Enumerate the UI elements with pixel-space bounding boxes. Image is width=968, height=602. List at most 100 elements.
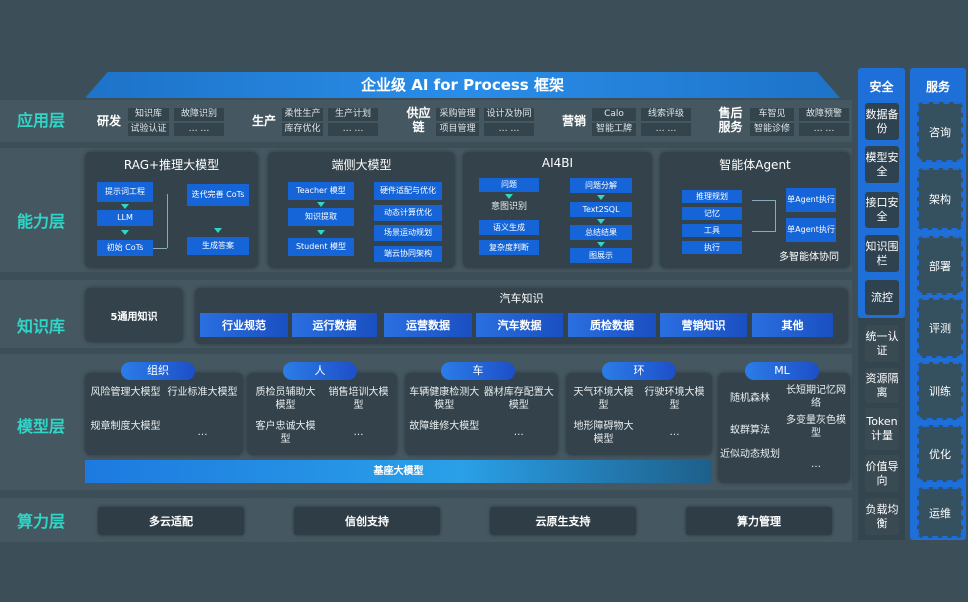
rag-item: 初始 CoTs [97, 240, 153, 256]
ai4bi-item: 问题分解 [570, 178, 632, 193]
category-pill: 组织 [121, 362, 195, 380]
app-group-label: 研发 [96, 114, 121, 128]
rag-item: 迭代完善 CoTs [187, 184, 249, 206]
model-category-box [405, 373, 558, 455]
arrow-down-icon [505, 194, 513, 199]
app-chip: 柔性生产 [282, 108, 323, 121]
edge-title: 端侧大模型 [331, 158, 392, 172]
app-chip: 智能工牌 [592, 123, 636, 136]
model-item: 规章制度大模型 [90, 421, 161, 432]
edge-item: 场景运动规划 [374, 225, 442, 241]
app-chip: 故障预警 [799, 108, 849, 121]
connector-line [153, 248, 167, 249]
ai4bi-item: 意图识别 [490, 202, 527, 212]
knowledge-chip: 运行数据 [292, 313, 377, 337]
app-chip: 车智见 [750, 108, 794, 121]
knowledge-chip: 行业规范 [200, 313, 288, 337]
agent-box: 智能体Agent 推理规划 记忆 工具 执行 单Agent执行 单Agent执行… [660, 152, 850, 268]
service-item: 运维 [917, 487, 963, 538]
model-item: 行业标准大模型 [167, 387, 238, 398]
rag-item: 生成答案 [187, 237, 249, 255]
ai4bi-title: AI4BI [541, 156, 574, 170]
service-item: 优化 [917, 425, 963, 482]
model-item: 地形障碍物大模型 [573, 421, 634, 445]
app-chip: Calo [592, 108, 636, 121]
knowledge-chip: 营销知识 [660, 313, 747, 337]
general-knowledge: 5通用知识 [85, 288, 183, 342]
security-item: 统一认证 [865, 325, 899, 362]
knowledge-chip: 汽车数据 [476, 313, 563, 337]
ml-item: 近似动态规划 [720, 449, 780, 460]
arrow-down-icon [317, 202, 325, 207]
model-item: … [197, 427, 208, 438]
ai4bi-item: 问题 [479, 178, 539, 192]
security-item: 流控 [865, 280, 899, 315]
arrow-down-icon [317, 230, 325, 235]
agent-item: 推理规划 [682, 190, 742, 203]
agent-item: 记忆 [682, 207, 742, 220]
model-item: 客户忠诚大模型 [255, 421, 316, 445]
service-item: 咨询 [917, 102, 963, 162]
agent-item: 执行 [682, 241, 742, 254]
app-group-label: 供应链 [406, 106, 431, 134]
page-title: 企业级 AI for Process 框架 [85, 72, 840, 98]
category-pill: ML [745, 362, 819, 380]
rag-box: RAG+推理大模型 提示词工程 LLM 初始 CoTs 迭代完善 CoTs 生成… [85, 152, 258, 268]
app-chip: 设计及协同 [484, 108, 534, 121]
app-chip: 智能诊修 [750, 123, 794, 136]
edge-item: 知识提取 [288, 208, 354, 226]
model-item: 器材库存配置大模型 [483, 387, 554, 411]
agent-item: 单Agent执行 [786, 218, 836, 242]
arrow-down-icon [597, 242, 605, 247]
rag-item: 提示词工程 [97, 182, 153, 202]
app-chip: 库存优化 [282, 123, 323, 136]
security-item: 知识围栏 [865, 235, 899, 272]
rag-item: LLM [97, 210, 153, 226]
model-item: 天气环境大模型 [573, 387, 634, 411]
knowledge-chip: 运营数据 [384, 313, 472, 337]
app-chip: … … [174, 123, 224, 136]
ml-item: 长短期记忆网络 [786, 385, 846, 409]
model-category-box [247, 373, 397, 455]
ai4bi-item: 总结结果 [570, 225, 632, 240]
arrow-down-icon [121, 204, 129, 209]
model-item: 车辆健康检测大模型 [409, 387, 480, 411]
service-item: 评测 [917, 298, 963, 358]
security-item: 价值导向 [865, 455, 899, 492]
layer-model: 模型层 [16, 417, 65, 436]
model-category-box [566, 373, 712, 455]
ml-item: 多变量灰色模型 [786, 415, 846, 439]
arrow-down-icon [214, 228, 222, 233]
category-pill: 车 [441, 362, 515, 380]
ml-box [718, 373, 850, 483]
layer-compute: 算力层 [16, 512, 65, 531]
edge-box: 端侧大模型 Teacher 模型 知识提取 Student 模型 硬件适配与优化… [268, 152, 455, 268]
app-group-label: 营销 [561, 114, 586, 128]
app-chip: … … [484, 123, 534, 136]
category-pill: 人 [283, 362, 357, 380]
app-chip: … … [328, 123, 378, 136]
edge-item: Teacher 模型 [288, 182, 354, 200]
edge-item: 端云协同架构 [374, 246, 442, 262]
security-item: 接口安全 [865, 192, 899, 228]
arrow-down-icon [597, 219, 605, 224]
app-chip: 采购管理 [436, 108, 479, 121]
ai4bi-box: AI4BI 问题 意图识别 语义生成 复杂度判断 问题分解 Text2SQL 总… [463, 152, 652, 268]
model-item: 销售培训大模型 [328, 387, 389, 411]
arrow-down-icon [597, 195, 605, 200]
edge-item: Student 模型 [288, 238, 354, 256]
compute-item: 算力管理 [686, 507, 832, 535]
agent-footer: 多智能体协同 [779, 252, 839, 263]
auto-knowledge-title: 汽车知识 [499, 292, 544, 305]
layer-knowledge: 知识库 [16, 317, 65, 336]
edge-item: 硬件适配与优化 [374, 182, 442, 200]
agent-title: 智能体Agent [719, 158, 791, 172]
ai4bi-item: Text2SQL [570, 202, 632, 217]
model-item: … [513, 427, 524, 438]
app-chip: 试验认证 [128, 123, 169, 136]
app-group-label: 生产 [251, 114, 276, 128]
ai4bi-item: 语义生成 [479, 220, 539, 235]
security-item: 负载均衡 [865, 498, 899, 535]
app-chip: 线索评级 [641, 108, 691, 121]
security-item: 资源隔离 [865, 368, 899, 403]
